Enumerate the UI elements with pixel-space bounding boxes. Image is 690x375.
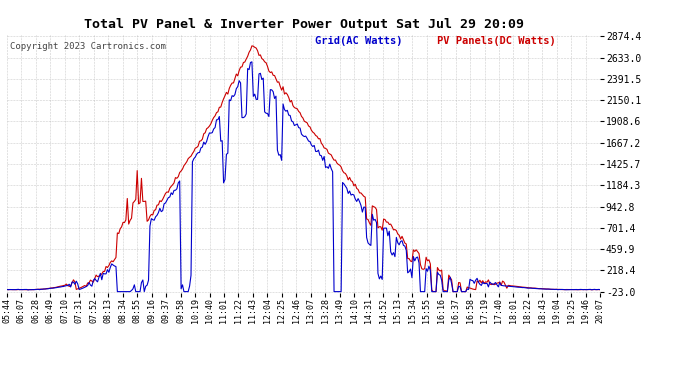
Text: Copyright 2023 Cartronics.com: Copyright 2023 Cartronics.com bbox=[10, 42, 166, 51]
Title: Total PV Panel & Inverter Power Output Sat Jul 29 20:09: Total PV Panel & Inverter Power Output S… bbox=[83, 18, 524, 31]
Text: PV Panels(DC Watts): PV Panels(DC Watts) bbox=[437, 36, 556, 46]
Text: Grid(AC Watts): Grid(AC Watts) bbox=[315, 36, 403, 46]
